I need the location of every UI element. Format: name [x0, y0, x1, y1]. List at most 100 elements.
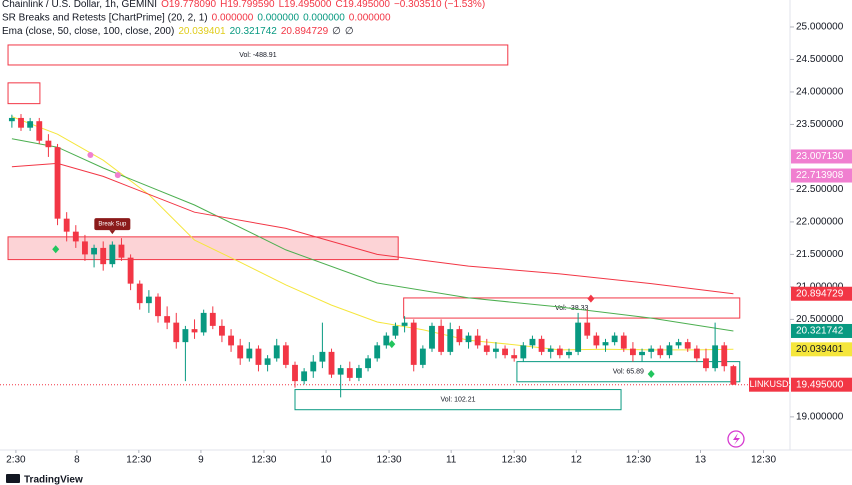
candle-body	[401, 322, 408, 326]
candle-body	[182, 329, 189, 343]
zone-label: Vol: 102.21	[441, 396, 476, 403]
candle-body	[602, 342, 609, 346]
x-tick-label: 8	[74, 455, 80, 466]
legend-part: ∅	[332, 26, 341, 37]
legend-part: 0.000000	[349, 12, 391, 23]
candle-body	[712, 345, 719, 369]
candle-body	[282, 345, 289, 365]
break-label: Break Sup	[98, 222, 127, 228]
x-tick-label: 12:30	[377, 455, 402, 466]
flash-glyph	[733, 433, 740, 445]
candle-body	[228, 335, 234, 346]
price-tag	[791, 342, 852, 357]
candle-body	[136, 283, 143, 304]
candle-body	[237, 345, 244, 359]
x-tick-label: 10	[320, 455, 332, 466]
zone	[516, 361, 741, 383]
legend-part: 0.000000	[257, 12, 299, 23]
price-tag	[791, 377, 852, 392]
y-tick-label: 21.500000	[796, 249, 844, 260]
candle-body	[547, 348, 554, 352]
candle-body	[109, 244, 116, 265]
candle-body	[730, 366, 737, 385]
candle-body	[18, 117, 24, 128]
candle-body	[209, 312, 216, 326]
legend-part: −0.303510 (−1.53%)	[394, 0, 485, 10]
candle-body	[27, 121, 34, 128]
candle-body	[684, 342, 691, 349]
candle-body	[328, 351, 335, 375]
legend-part: 20.321742	[230, 26, 278, 37]
candle-body	[365, 358, 371, 369]
candle-body	[693, 348, 700, 359]
candle-body	[337, 368, 344, 375]
signal-diamond	[52, 245, 60, 254]
x-tick-label: 12	[571, 455, 583, 466]
candle-body	[36, 121, 43, 141]
candle-body	[255, 348, 262, 365]
candle-body	[575, 322, 582, 352]
legend-part: SR Breaks and Retests [ChartPrime] (20, …	[2, 12, 208, 23]
candle-body	[8, 117, 15, 122]
candle-body	[127, 257, 134, 284]
legend-part: 20.039401	[178, 26, 226, 37]
flash-icon[interactable]	[727, 430, 745, 448]
price-tag-label: 23.007130	[796, 151, 844, 162]
candle-body	[474, 335, 481, 346]
candle-body	[483, 345, 490, 352]
candle-body	[410, 322, 417, 365]
legend-part: O19.778090	[161, 0, 216, 10]
legend-part: 20.894729	[281, 26, 329, 37]
candle-body	[219, 325, 225, 336]
candle-body	[356, 368, 362, 378]
candle-body	[629, 348, 636, 356]
x-tick-label: 11	[446, 455, 457, 466]
candle-body	[173, 322, 180, 343]
candle-body	[301, 371, 308, 382]
candle-body	[155, 296, 161, 317]
legend-part: L19.495000	[279, 0, 332, 10]
x-tick-label: 2:30	[6, 455, 26, 466]
candle-body	[319, 351, 326, 362]
ema-line	[11, 116, 734, 351]
legend-part: Chainlink / U.S. Dollar, 1h, GEMINI	[2, 0, 157, 10]
candle-body	[82, 241, 88, 255]
candle-body	[383, 335, 390, 346]
candle-body	[310, 361, 317, 372]
legend-line: Ema (close, 50, close, 100, close, 200) 2…	[2, 26, 354, 37]
candle-body	[273, 345, 280, 359]
x-tick-label: 12:30	[626, 455, 651, 466]
y-tick-label: 19.000000	[796, 411, 844, 422]
candle-body	[538, 338, 545, 352]
candle-body	[584, 322, 591, 336]
candle-body	[419, 348, 426, 365]
signal-diamond	[388, 340, 396, 349]
y-tick-label: 22.500000	[796, 184, 844, 195]
candle-body	[54, 147, 61, 219]
price-tag-label: 20.321742	[796, 326, 844, 337]
legend-part: H19.799590	[220, 0, 275, 10]
legend-part: Ema (close, 50, close, 100, close, 200)	[2, 26, 174, 37]
legend-line: SR Breaks and Retests [ChartPrime] (20, …	[2, 12, 391, 23]
candle-body	[246, 348, 253, 359]
candle-body	[392, 325, 399, 336]
candle-body	[492, 348, 499, 352]
price-tag-label: 20.894729	[796, 288, 844, 299]
signal-dot	[114, 172, 121, 179]
candle-body	[191, 329, 198, 333]
candle-body	[502, 348, 508, 356]
signal-dot	[87, 151, 94, 158]
price-tag-label: 19.495000	[796, 379, 844, 390]
x-tick-label: 12:30	[126, 455, 151, 466]
candle-body	[620, 335, 627, 349]
zone	[403, 297, 741, 319]
candle-body	[703, 358, 709, 369]
y-tick-label: 25.000000	[796, 22, 844, 33]
x-tick-label: 12:30	[502, 455, 527, 466]
signal-diamond	[587, 294, 595, 303]
candle-body	[556, 348, 563, 356]
candle-body	[666, 345, 673, 356]
candle-body	[429, 325, 435, 349]
